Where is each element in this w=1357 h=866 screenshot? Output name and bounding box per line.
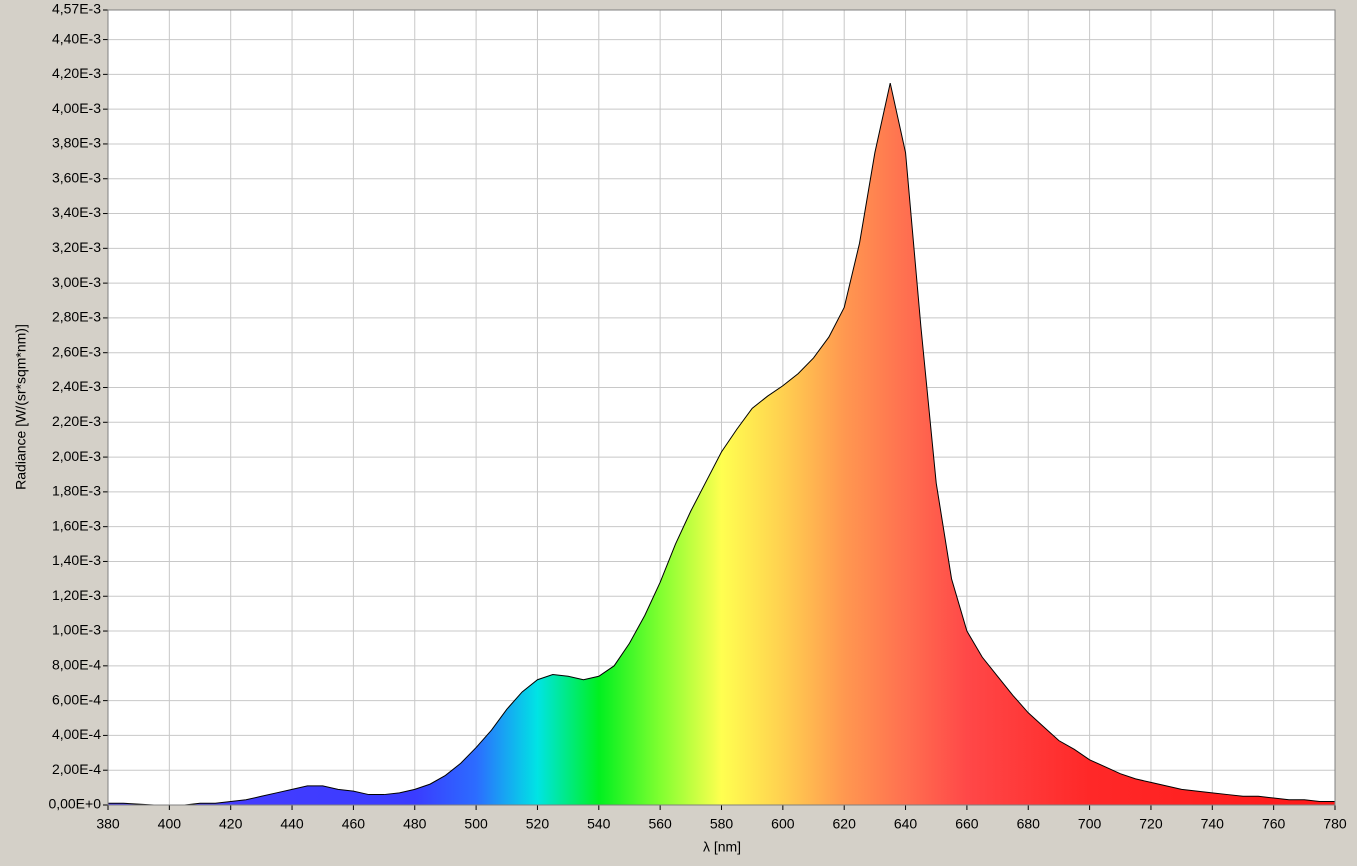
y-tick-label: 2,20E-3 [52,413,101,429]
y-tick-label: 3,60E-3 [52,169,101,185]
x-tick-label: 500 [464,816,488,832]
area [108,83,1335,805]
x-tick-label: 740 [1201,816,1225,832]
y-tick-label: 8,00E-4 [52,657,101,673]
y-tick-label: 3,80E-3 [52,135,101,151]
x-tick-label: 620 [833,816,857,832]
x-tick-label: 680 [1017,816,1041,832]
y-tick-label: 1,80E-3 [52,483,101,499]
x-tick-label: 560 [648,816,672,832]
x-tick-label: 600 [771,816,795,832]
y-tick-label: 4,00E-3 [52,100,101,116]
y-tick-label: 6,00E-4 [52,691,101,707]
line [108,82,1335,806]
x-tick-label: 480 [403,816,427,832]
x-tick-label: 660 [955,816,979,832]
y-axis-label: Radiance [W/(sr*sqm*nm)] [13,324,29,490]
y-tick-label: 4,20E-3 [52,65,101,81]
y-tick-label: 1,60E-3 [52,517,101,533]
x-tick-label: 700 [1078,816,1102,832]
x-tick-label: 760 [1262,816,1286,832]
y-tick-label: 3,00E-3 [52,274,101,290]
x-tick-label: 780 [1323,816,1347,832]
y-tick-label: 4,40E-3 [52,30,101,46]
x-tick-label: 400 [158,816,182,832]
y-tick-label: 2,80E-3 [52,309,101,325]
y-tick-label: 3,40E-3 [52,204,101,220]
x-tick-label: 440 [280,816,304,832]
x-tick-label: 640 [894,816,918,832]
y-tick-label: 4,00E-4 [52,726,101,742]
x-axis-label: λ [nm] [703,839,741,855]
y-tick-label: 1,40E-3 [52,552,101,568]
x-tick-label: 580 [710,816,734,832]
y-tick-label: 4,57E-3 [52,1,101,17]
y-tick-label: 3,20E-3 [52,239,101,255]
x-tick-label: 540 [587,816,611,832]
x-tick-label: 460 [342,816,366,832]
y-tick-label: 1,00E-3 [52,622,101,638]
y-tick-label: 2,00E-3 [52,448,101,464]
x-tick-label: 720 [1139,816,1163,832]
y-tick-label: 2,40E-3 [52,378,101,394]
y-tick-label: 2,00E-4 [52,761,101,777]
x-tick-label: 520 [526,816,550,832]
y-tick-label: 2,60E-3 [52,343,101,359]
y-tick-label: 0,00E+0 [48,796,101,812]
y-tick-label: 1,20E-3 [52,587,101,603]
plot-border [107,9,1336,806]
x-tick-label: 380 [96,816,120,832]
x-tick-label: 420 [219,816,243,832]
